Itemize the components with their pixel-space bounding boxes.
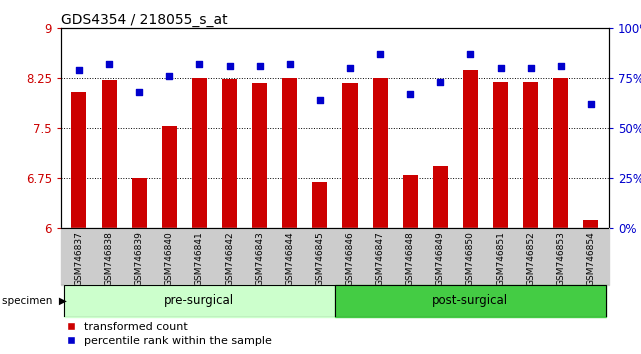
Text: GSM746842: GSM746842 <box>225 231 234 286</box>
Bar <box>342 83 358 228</box>
Text: GSM746848: GSM746848 <box>406 231 415 286</box>
Bar <box>162 126 177 228</box>
Bar <box>403 175 418 228</box>
Point <box>315 97 325 103</box>
Point <box>495 65 506 71</box>
Text: GSM746845: GSM746845 <box>315 231 324 286</box>
Bar <box>463 70 478 228</box>
Bar <box>61 228 609 285</box>
Point <box>285 62 295 67</box>
Bar <box>101 80 117 228</box>
Text: GSM746849: GSM746849 <box>436 231 445 286</box>
Point <box>134 90 144 95</box>
Bar <box>131 178 147 228</box>
Point <box>164 74 174 79</box>
Text: GSM746852: GSM746852 <box>526 231 535 286</box>
Text: GDS4354 / 218055_s_at: GDS4354 / 218055_s_at <box>61 13 228 27</box>
Bar <box>523 82 538 228</box>
Text: GSM746838: GSM746838 <box>104 231 113 286</box>
Bar <box>583 220 599 228</box>
Text: GSM746851: GSM746851 <box>496 231 505 286</box>
Point <box>375 51 385 57</box>
Point <box>74 68 84 73</box>
Bar <box>71 92 87 228</box>
Point <box>224 63 235 69</box>
Bar <box>252 83 267 228</box>
Bar <box>335 285 606 317</box>
Bar <box>433 166 448 228</box>
Point <box>254 63 265 69</box>
Text: GSM746853: GSM746853 <box>556 231 565 286</box>
Legend: transformed count, percentile rank within the sample: transformed count, percentile rank withi… <box>67 322 272 346</box>
Point <box>556 63 566 69</box>
Text: pre-surgical: pre-surgical <box>164 295 235 307</box>
Bar <box>553 78 569 228</box>
Text: GSM746841: GSM746841 <box>195 231 204 286</box>
Bar <box>64 285 335 317</box>
Bar <box>372 78 388 228</box>
Bar <box>493 82 508 228</box>
Point <box>345 65 355 71</box>
Text: GSM746843: GSM746843 <box>255 231 264 286</box>
Bar <box>192 78 207 228</box>
Text: GSM746847: GSM746847 <box>376 231 385 286</box>
Text: GSM746837: GSM746837 <box>74 231 83 286</box>
Text: specimen  ▶: specimen ▶ <box>2 296 67 306</box>
Text: GSM746844: GSM746844 <box>285 231 294 286</box>
Text: GSM746846: GSM746846 <box>345 231 354 286</box>
Point <box>405 91 415 97</box>
Text: GSM746854: GSM746854 <box>587 231 595 286</box>
Point <box>526 65 536 71</box>
Bar <box>312 182 328 228</box>
Point <box>465 51 476 57</box>
Point <box>586 102 596 107</box>
Text: post-surgical: post-surgical <box>433 295 508 307</box>
Point <box>104 62 114 67</box>
Text: GSM746839: GSM746839 <box>135 231 144 286</box>
Bar <box>222 79 237 228</box>
Point <box>435 80 445 85</box>
Point <box>194 62 204 67</box>
Text: GSM746850: GSM746850 <box>466 231 475 286</box>
Bar <box>282 78 297 228</box>
Text: GSM746840: GSM746840 <box>165 231 174 286</box>
